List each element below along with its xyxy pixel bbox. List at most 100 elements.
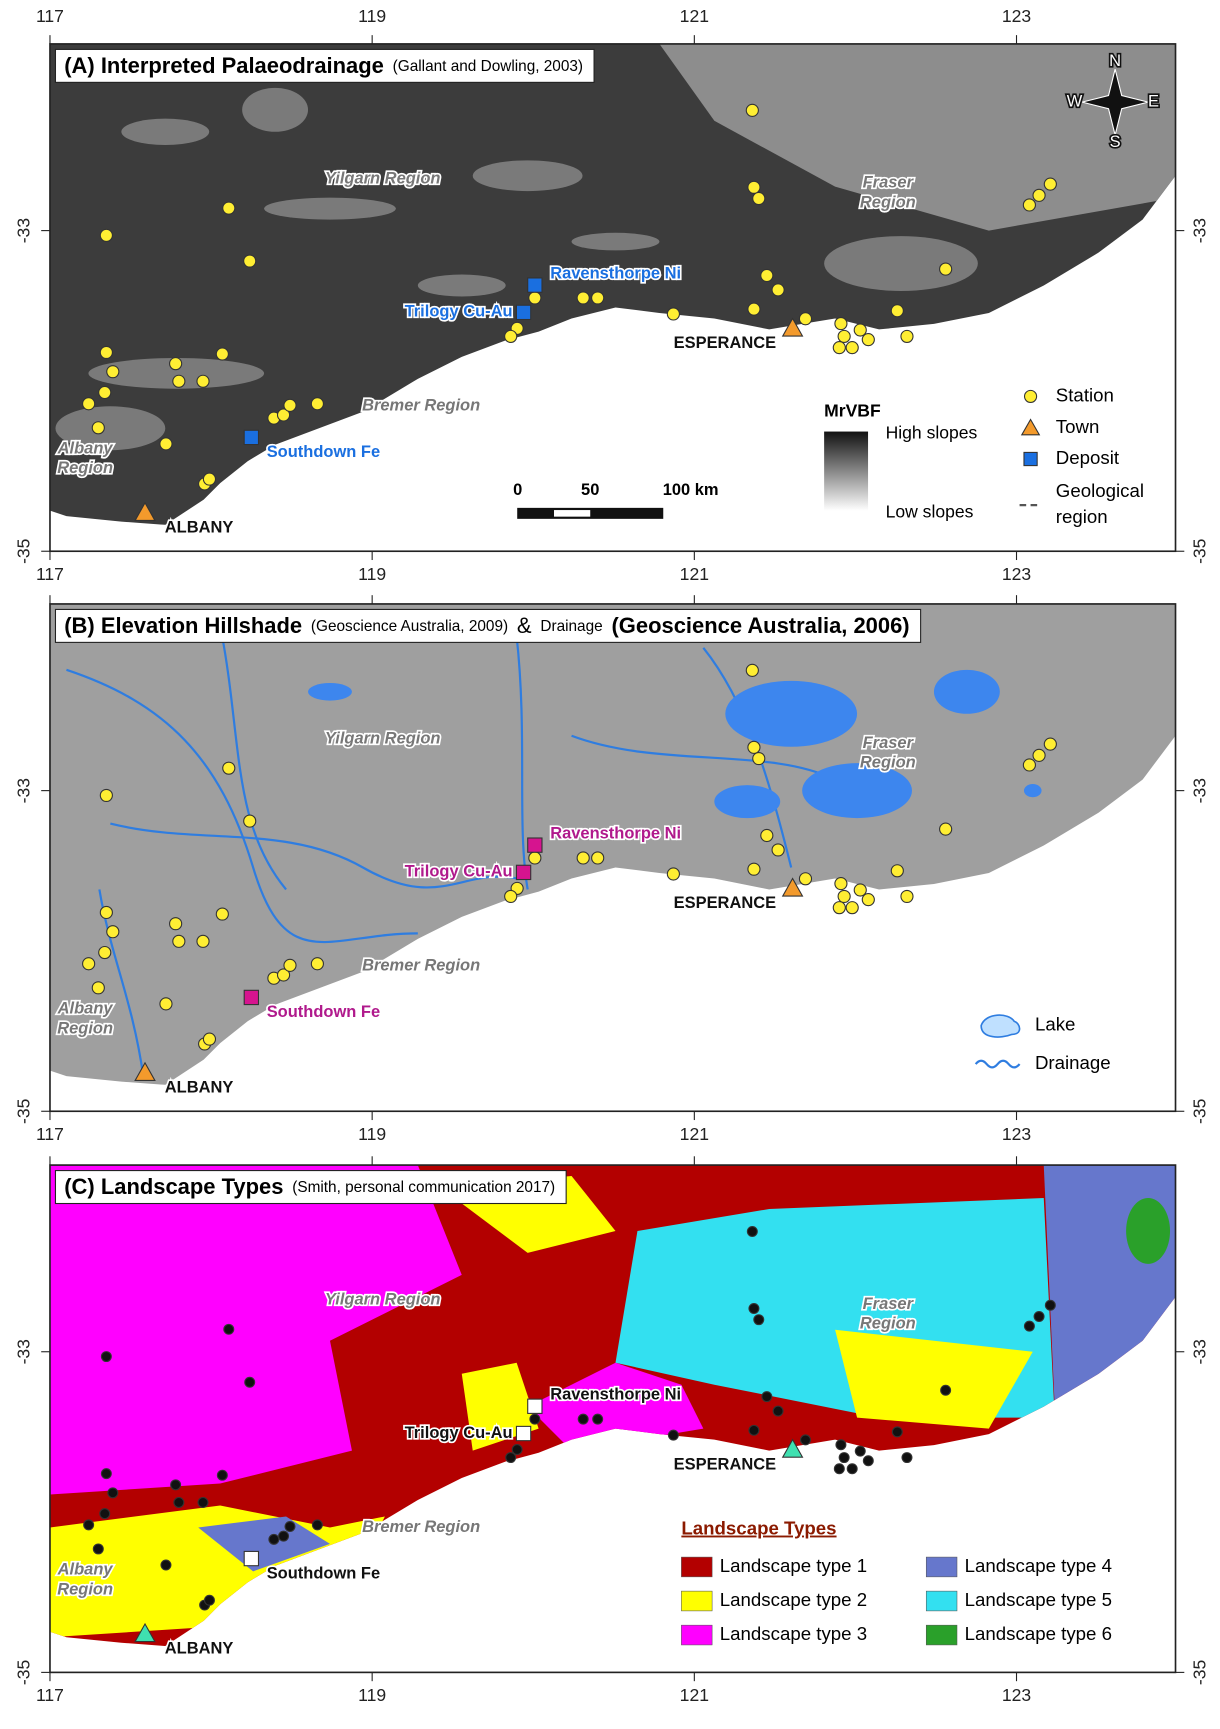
station [845, 901, 859, 915]
deposit-label: Southdown Fe [267, 1003, 380, 1021]
station [82, 957, 96, 971]
station [747, 180, 761, 194]
legend-symbol [1023, 451, 1038, 467]
station [901, 1452, 913, 1464]
station [760, 828, 774, 843]
station [106, 925, 120, 939]
station [528, 291, 542, 305]
map-layer [49, 43, 1176, 525]
compass-letter: N [1109, 52, 1121, 70]
station [591, 291, 605, 305]
deposit [527, 277, 543, 293]
station [159, 997, 173, 1011]
station [100, 1468, 112, 1480]
valley-floor [264, 197, 396, 220]
town [134, 501, 156, 521]
station [747, 862, 761, 876]
y-tick-label: -33 [13, 218, 33, 243]
legend-swatch [681, 1590, 713, 1612]
x-tick-label: 123 [1002, 1124, 1031, 1144]
y-tick-label: -35 [1189, 538, 1209, 564]
region-label: Yilgarn Region [325, 169, 441, 187]
region-label: Region [860, 1315, 916, 1333]
station [576, 291, 590, 305]
station [853, 323, 867, 337]
legend-label: Lake [1035, 1014, 1075, 1035]
deposit [243, 989, 260, 1006]
station [577, 1413, 589, 1425]
station [202, 1032, 217, 1046]
region-label: Bremer Region [362, 1518, 480, 1536]
station [940, 1384, 952, 1396]
station [98, 945, 112, 960]
region-label: Fraser [863, 1295, 915, 1313]
x-tick-label: 123 [1002, 564, 1031, 584]
x-tick-label: 117 [36, 564, 64, 584]
town [781, 877, 804, 897]
station [106, 365, 120, 379]
lake [802, 763, 912, 819]
station [83, 1519, 95, 1531]
station [311, 1519, 323, 1531]
y-tick-label: -33 [1189, 778, 1209, 803]
drainage [66, 668, 418, 944]
station [216, 1469, 228, 1481]
legend-label: Station [1056, 384, 1114, 405]
legend-label: Town [1056, 416, 1100, 437]
title-part: Drainage [540, 618, 602, 635]
region-label: Fraser [863, 734, 915, 752]
panel-frame [49, 1164, 1177, 1674]
town-label: ALBANY [165, 1079, 234, 1097]
station [747, 740, 761, 754]
deposit [515, 1425, 532, 1442]
legend-title: Landscape Types [681, 1518, 836, 1539]
station [529, 1413, 541, 1425]
station [173, 1496, 185, 1508]
station [243, 254, 257, 268]
station [845, 341, 859, 355]
x-tick-label: 117 [36, 1124, 64, 1144]
legend-symbol [1023, 389, 1038, 403]
station [99, 345, 113, 360]
panel-title: (A) Interpreted Palaeodrainage (Gallant a… [64, 53, 583, 78]
lake [725, 680, 858, 747]
station [1033, 1310, 1045, 1322]
station [202, 472, 217, 486]
station [215, 347, 229, 361]
scale-bar [553, 510, 591, 517]
title-part: (C) Landscape Types [64, 1174, 283, 1199]
station [98, 385, 112, 400]
legend-label: Geological [1056, 480, 1144, 501]
station [846, 1463, 858, 1475]
x-tick-label: 119 [358, 1685, 386, 1705]
station [91, 421, 105, 435]
compass [1082, 69, 1149, 136]
legend-swatch [925, 1556, 958, 1578]
station [505, 1452, 517, 1464]
colorbar [824, 431, 869, 511]
x-tick-label: 117 [36, 6, 64, 26]
station [667, 1429, 679, 1441]
town-label: ALBANY [165, 1640, 234, 1658]
town-label: ESPERANCE [674, 894, 777, 912]
region-label: Yilgarn Region [325, 729, 441, 747]
title-part: & [517, 613, 532, 638]
station [169, 917, 183, 931]
station [862, 1455, 874, 1467]
deposit-label: Ravensthorpe Ni [550, 824, 681, 842]
x-tick-label: 121 [680, 564, 709, 584]
town-label: ALBANY [165, 518, 234, 536]
compass-letter: S [1110, 133, 1121, 151]
region-label: Region [860, 754, 916, 772]
x-tick-label: 119 [358, 564, 386, 584]
station [215, 907, 229, 921]
region-label: Bremer Region [362, 397, 480, 415]
valley-floor [55, 406, 166, 451]
station [576, 851, 590, 865]
title-box [54, 608, 922, 643]
title-part: (Gallant and Dowling, 2003) [393, 58, 583, 75]
station [861, 333, 875, 347]
panel-title: (C) Landscape Types (Smith, personal comm… [64, 1174, 555, 1199]
deposit [527, 1398, 543, 1414]
